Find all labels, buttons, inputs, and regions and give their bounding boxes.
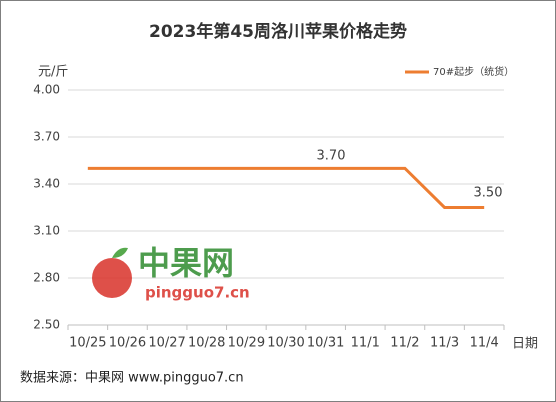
y-tick-label: 2.50 (33, 318, 60, 332)
y-axis-label: 元/斤 (38, 65, 68, 80)
y-tick-label: 3.10 (33, 224, 60, 238)
annotation: 3.70 (317, 149, 346, 164)
legend-label: 70#起步（统货） (433, 65, 514, 78)
x-tick-label: 10/26 (109, 336, 146, 351)
y-tick-label: 3.40 (33, 177, 60, 191)
chart-title: 2023年第45周洛川苹果价格走势 (149, 21, 407, 42)
x-tick-label: 11/1 (351, 336, 380, 351)
line-series (87, 166, 485, 209)
annotation: 3.50 (474, 186, 503, 201)
x-tick-label: 10/25 (69, 336, 106, 351)
logo-leaf (112, 247, 128, 258)
x-tick-label: 10/31 (307, 336, 344, 351)
x-tick-label: 10/28 (188, 336, 225, 351)
y-tick-label: 2.80 (33, 271, 60, 285)
x-tick-label: 10/30 (267, 336, 304, 351)
y-tick-label: 4.00 (33, 83, 60, 97)
watermark-url: pingguo7.cn (145, 284, 250, 302)
x-tick-label: 11/3 (430, 336, 459, 351)
y-tick-label: 3.70 (33, 130, 60, 144)
x-tick-label: 10/29 (228, 336, 265, 351)
logo-apple (92, 258, 132, 298)
x-tick-label: 11/2 (390, 336, 419, 351)
x-axis-label: 日期 (512, 337, 538, 352)
x-tick-label: 11/4 (470, 336, 499, 351)
x-tick-label: 10/27 (148, 336, 185, 351)
watermark: 中果网 pingguo7.cn (92, 244, 250, 302)
source: 数据来源：中果网 www.pingguo7.cn (20, 371, 244, 386)
watermark-title: 中果网 (138, 244, 234, 282)
